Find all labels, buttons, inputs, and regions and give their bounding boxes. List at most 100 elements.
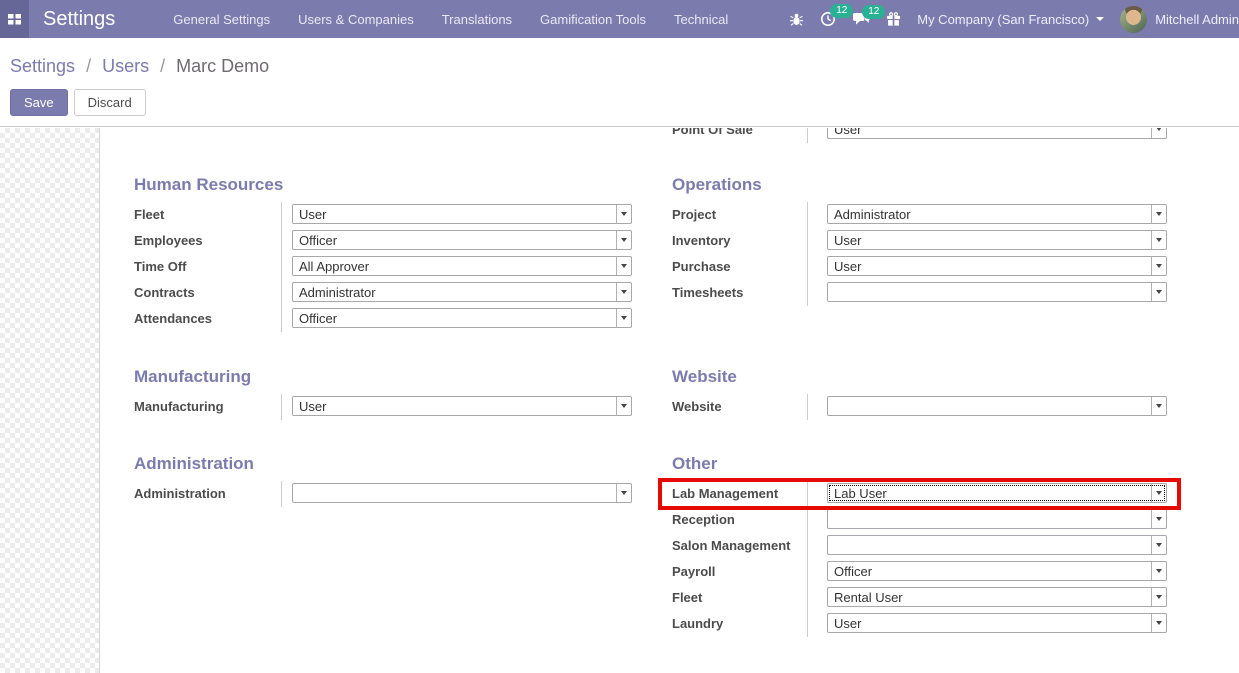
- dropdown-arrow-icon: [616, 205, 631, 223]
- menu-translations[interactable]: Translations: [441, 11, 513, 27]
- section-other: Other Lab Management Lab User Reception: [672, 454, 1184, 637]
- fleet-select[interactable]: User: [292, 204, 632, 224]
- breadcrumb-current: Marc Demo: [176, 56, 270, 76]
- field-row-purchase: Purchase User: [672, 254, 1184, 280]
- section-title-operations: Operations: [672, 175, 762, 194]
- field-label: Purchase: [672, 259, 731, 274]
- user-menu[interactable]: Mitchell Admin: [1120, 5, 1239, 33]
- breadcrumb-users[interactable]: Users: [102, 56, 150, 76]
- dropdown-arrow-icon: [616, 484, 631, 502]
- field-row-employees: Employees Officer: [134, 228, 639, 254]
- dropdown-arrow-icon: [616, 397, 631, 415]
- field-label: Inventory: [672, 233, 731, 248]
- dropdown-arrow-icon: [1151, 128, 1166, 138]
- field-row-timesheets: Timesheets: [672, 280, 1184, 306]
- fleet-other-select[interactable]: Rental User: [827, 587, 1167, 607]
- time-off-select[interactable]: All Approver: [292, 256, 632, 276]
- section-title-human-resources: Human Resources: [134, 175, 284, 194]
- menu-users-companies[interactable]: Users & Companies: [298, 11, 414, 27]
- website-select[interactable]: [827, 396, 1167, 416]
- field-label: Time Off: [134, 259, 187, 274]
- bug-icon: [789, 12, 804, 27]
- field-row-laundry: Laundry User: [672, 611, 1184, 637]
- laundry-select[interactable]: User: [827, 613, 1167, 633]
- point-of-sale-select[interactable]: User: [827, 128, 1167, 139]
- field-label: Contracts: [134, 285, 195, 300]
- clipped-row-point-of-sale: Point Of Sale User: [672, 128, 1184, 143]
- section-title-website: Website: [672, 367, 737, 386]
- field-row-time-off: Time Off All Approver: [134, 254, 639, 280]
- debug-button[interactable]: [789, 12, 804, 27]
- timesheets-select[interactable]: [827, 282, 1167, 302]
- app-title[interactable]: Settings: [43, 7, 116, 30]
- field-row-lab-management: Lab Management Lab User: [672, 481, 1184, 507]
- dropdown-arrow-icon: [1151, 205, 1166, 223]
- menu-technical[interactable]: Technical: [674, 11, 729, 27]
- discard-button[interactable]: Discard: [73, 89, 146, 116]
- lab-management-select[interactable]: Lab User: [827, 483, 1167, 503]
- employees-select[interactable]: Officer: [292, 230, 632, 250]
- dropdown-arrow-icon: [1151, 484, 1166, 502]
- messages-button[interactable]: 12: [852, 5, 886, 26]
- activities-button[interactable]: 12: [820, 4, 854, 27]
- purchase-select[interactable]: User: [827, 256, 1167, 276]
- section-manufacturing: Manufacturing Manufacturing User: [134, 367, 639, 420]
- apps-grid-icon: [8, 13, 21, 25]
- field-label: Fleet: [134, 207, 165, 222]
- dropdown-arrow-icon: [1151, 614, 1166, 632]
- dropdown-arrow-icon: [1151, 536, 1166, 554]
- form-background-pattern: [0, 128, 100, 673]
- apps-menu-button[interactable]: [0, 0, 29, 38]
- systray: 12 12: [779, 4, 1239, 33]
- field-label: Administration: [134, 486, 226, 501]
- manufacturing-select[interactable]: User: [292, 396, 632, 416]
- field-label: Fleet: [672, 590, 703, 605]
- field-label: Point Of Sale: [672, 128, 753, 137]
- field-label: Salon Management: [672, 538, 791, 553]
- section-human-resources: Human Resources Fleet User Employees: [134, 175, 639, 332]
- top-menu: General Settings Users & Companies Trans…: [173, 12, 728, 27]
- contracts-select[interactable]: Administrator: [292, 282, 632, 302]
- field-row-payroll: Payroll Officer: [672, 559, 1184, 585]
- field-row-fleet-other: Fleet Rental User: [672, 585, 1184, 611]
- caret-down-icon: [1096, 17, 1105, 25]
- breadcrumb-separator: /: [160, 56, 166, 76]
- project-select[interactable]: Administrator: [827, 204, 1167, 224]
- breadcrumb-settings[interactable]: Settings: [10, 56, 76, 76]
- activity-count-badge: 12: [830, 4, 854, 18]
- user-name: Mitchell Admin: [1155, 11, 1239, 27]
- payroll-select[interactable]: Officer: [827, 561, 1167, 581]
- field-label: Laundry: [672, 616, 724, 631]
- menu-general-settings[interactable]: General Settings: [173, 11, 271, 27]
- reception-select[interactable]: [827, 509, 1167, 529]
- top-navbar: Settings General Settings Users & Compan…: [0, 0, 1239, 38]
- save-button[interactable]: Save: [10, 89, 68, 116]
- field-row-manufacturing: Manufacturing User: [134, 394, 639, 420]
- field-label: Lab Management: [672, 486, 779, 501]
- administration-select[interactable]: [292, 483, 632, 503]
- menu-gamification-tools[interactable]: Gamification Tools: [540, 11, 647, 27]
- field-label: Website: [672, 399, 722, 414]
- section-operations: Operations Project Administrator Invento…: [672, 175, 1184, 306]
- company-name: My Company (San Francisco): [917, 11, 1090, 27]
- section-title-administration: Administration: [134, 454, 254, 473]
- salon-management-select[interactable]: [827, 535, 1167, 555]
- field-label: Attendances: [134, 311, 213, 326]
- inventory-select[interactable]: User: [827, 230, 1167, 250]
- rewards-button[interactable]: [886, 11, 901, 27]
- field-row-inventory: Inventory User: [672, 228, 1184, 254]
- field-label: Reception: [672, 512, 735, 527]
- dropdown-arrow-icon: [1151, 257, 1166, 275]
- field-label: Payroll: [672, 564, 716, 579]
- dropdown-arrow-icon: [1151, 588, 1166, 606]
- field-row-administration: Administration: [134, 481, 639, 507]
- company-switcher[interactable]: My Company (San Francisco): [917, 11, 1105, 27]
- field-label: Manufacturing: [134, 399, 224, 414]
- gift-icon: [886, 11, 901, 27]
- field-row-salon-management: Salon Management: [672, 533, 1184, 559]
- attendances-select[interactable]: Officer: [292, 308, 632, 328]
- section-title-other: Other: [672, 454, 718, 473]
- field-row-project: Project Administrator: [672, 202, 1184, 228]
- dropdown-arrow-icon: [616, 257, 631, 275]
- dropdown-arrow-icon: [1151, 283, 1166, 301]
